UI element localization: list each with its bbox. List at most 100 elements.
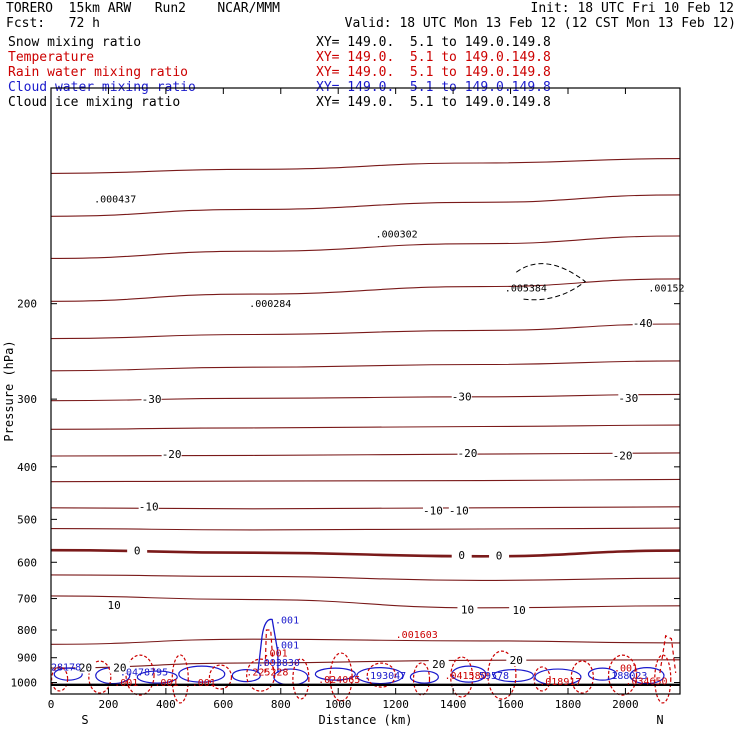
rain-cell (570, 660, 594, 694)
x-tick-label: 1000 (325, 698, 352, 711)
cloud-water-cell (178, 665, 226, 683)
x-axis-label: Distance (km) (319, 713, 413, 727)
isotherm-label-bg (451, 390, 472, 403)
isotherm-label: -20 (613, 450, 633, 463)
isotherm-label-bg (138, 500, 159, 513)
isotherm-label-bg (509, 604, 530, 617)
rain-cell (366, 662, 396, 688)
cloud-water-cell (136, 670, 178, 684)
y-tick-label: 400 (17, 461, 37, 474)
isotherm-label: -40 (633, 317, 653, 330)
y-tick-label: 900 (17, 652, 37, 665)
isotherm-label: -10 (139, 500, 159, 513)
maximum-value-label: .00152 (648, 284, 684, 295)
rain-cell (329, 652, 353, 702)
isotherm-label: -30 (142, 393, 162, 406)
y-tick-label: 800 (17, 624, 37, 637)
isotherm-label-bg (451, 548, 472, 561)
cloud-water-tower (257, 618, 279, 673)
rain-cell (51, 666, 69, 692)
isotherm-label: -30 (452, 391, 472, 404)
maximum-value-label: .001 (275, 615, 299, 626)
isotherm-minus45 (50, 278, 681, 302)
maximum-value-label: .024065 (318, 675, 360, 686)
rain-tower (264, 629, 275, 673)
x-tick-label: 1600 (497, 698, 524, 711)
isotherm-label-bg (612, 449, 633, 462)
rain-cell (487, 650, 517, 700)
rain-cell (654, 654, 672, 704)
isotherm-label: 20 (510, 654, 523, 667)
maximum-value-label: .034650 (625, 676, 667, 687)
isotherm-label-bg (457, 447, 478, 460)
isotherm-label: 0 (496, 550, 503, 563)
rain-cell (171, 654, 189, 704)
isotherm-0 (50, 548, 681, 558)
isotherm-label: 20 (79, 661, 92, 674)
legend-label-temperature: Temperature (8, 50, 95, 65)
contour-labels: -40 -30 -30 -30 -20 -20 -20 -10 -10 -10 0 0 0 10 10 10 2… (51, 194, 685, 689)
x-end-label-south: S (81, 713, 88, 727)
rain-cell (208, 664, 233, 690)
isotherm-label: 10 (108, 599, 121, 612)
isotherm-15 (50, 638, 681, 645)
y-tick-label: 1000 (11, 677, 38, 690)
maximum-value-label: .001 (192, 678, 216, 689)
maximum-value-label: .018917 (539, 677, 581, 688)
maximum-value-label: .000284 (249, 299, 291, 310)
isotherm-10 (50, 595, 681, 609)
y-tick-label: 500 (17, 513, 37, 526)
isotherm-label-bg (448, 504, 469, 517)
isotherm-minus55 (50, 194, 681, 217)
cloud-water-cell (629, 666, 665, 685)
maximum-value-label: 28178 (51, 663, 81, 674)
legend-label-cloud-ice: Cloud ice mixing ratio (8, 95, 181, 110)
isotherm-minus60 (50, 158, 681, 174)
y-tick-label: 200 (17, 298, 37, 311)
isotherm-minus25 (50, 424, 681, 430)
cloud-water-cell (451, 665, 487, 683)
model-title: TORERO 15km ARW Run2 NCAR/MMM (6, 1, 280, 16)
plot-frame (50, 87, 681, 695)
x-tick-label: 200 (99, 698, 119, 711)
y-axis-label: Pressure (hPa) (2, 340, 16, 441)
legend-xy-cloud-ice: XY= 149.0. 5.1 to 149.0.149.8 (316, 95, 551, 110)
isotherm-label-bg (428, 657, 449, 670)
x-tick-label: 1800 (555, 698, 582, 711)
maximum-value-label: .001603 (396, 630, 438, 641)
x-tick-label: 800 (271, 698, 291, 711)
maximum-value-label: .001 (614, 664, 638, 675)
isotherm-label: -20 (162, 448, 182, 461)
rain-cell (88, 660, 112, 694)
cloud-water-cell (356, 666, 404, 685)
snow-contour (515, 263, 587, 301)
isotherm-label: 10 (461, 603, 474, 616)
isotherm-5 (50, 574, 681, 581)
isotherm-label: 10 (513, 604, 526, 617)
valid-time: Valid: 18 UTC Mon 13 Feb 12 (12 CST Mon … (344, 16, 736, 31)
isotherm-label-bg (141, 392, 162, 405)
maximum-value-label: .041580 (444, 671, 486, 682)
maximum-value-label: .001 (264, 649, 288, 660)
isotherm-minus35 (50, 360, 681, 372)
isotherm-label-bg (506, 654, 527, 667)
cloud-water-cell (53, 667, 83, 681)
isotherm-label: 0 (134, 544, 141, 557)
rain-cell (292, 658, 310, 700)
rain-cell (246, 658, 276, 692)
isotherm-label-bg (632, 316, 653, 329)
legend-label-snow: Snow mixing ratio (8, 35, 142, 50)
isotherm-label-bg (75, 661, 96, 674)
legend-xy-snow: XY= 149.0. 5.1 to 149.0.149.8 (316, 35, 551, 50)
isotherm-label-bg (618, 392, 639, 405)
isotherm-label: 20 (432, 658, 445, 671)
maximum-value-label: .001 (275, 641, 299, 652)
init-time: Init: 18 UTC Fri 10 Feb 12 (530, 1, 735, 16)
isotherm-label-bg (422, 504, 443, 517)
y-tick-label: 700 (17, 593, 37, 606)
moisture-contours (51, 263, 680, 704)
x-tick-label: 600 (213, 698, 233, 711)
maximum-value-label: .093830 (258, 658, 300, 669)
isotherm-minus5 (50, 527, 681, 531)
